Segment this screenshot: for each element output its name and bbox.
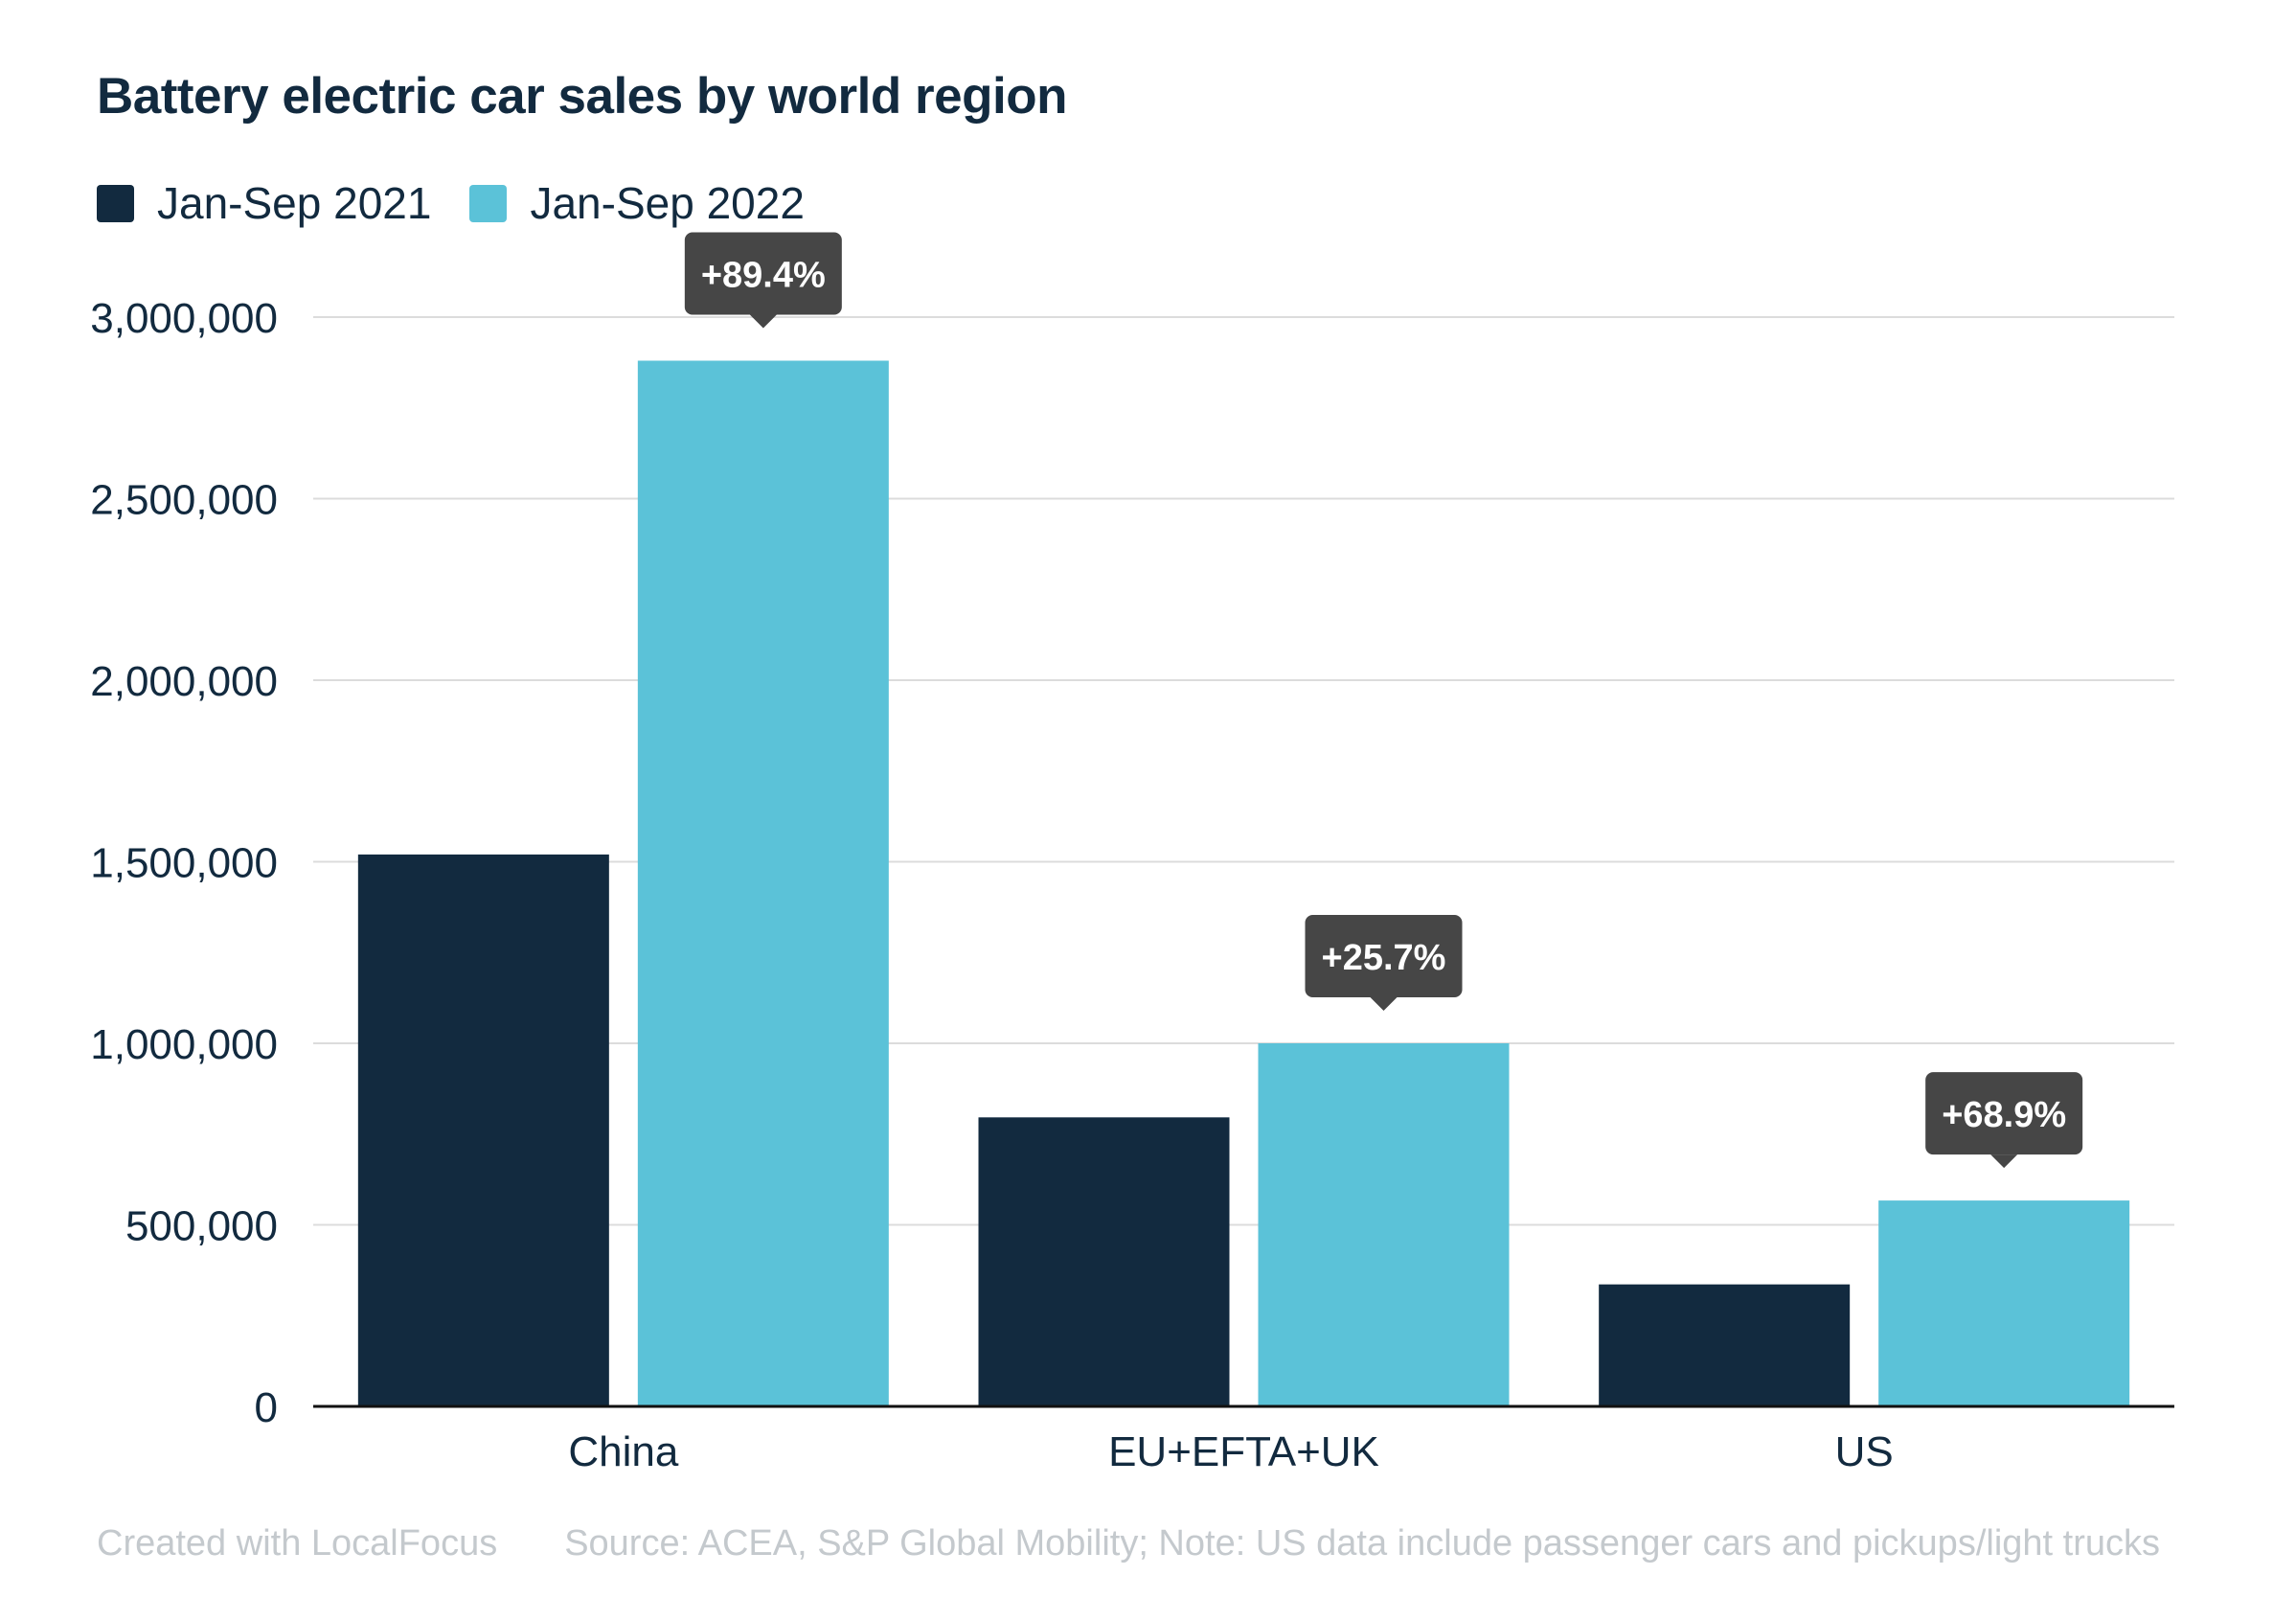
bar-eu-efta-uk-2022[interactable] (1258, 1043, 1510, 1406)
x-tick-label-2: US (1835, 1428, 1894, 1475)
y-tick-label-4: 2,000,000 (90, 658, 278, 705)
legend-swatch-2022 (469, 184, 508, 222)
x-tick-label-0: China (568, 1428, 678, 1475)
legend-label-2022: Jan-Sep 2022 (530, 178, 805, 228)
footer-source: Source: ACEA, S&P Global Mobility; Note:… (564, 1523, 2160, 1564)
bar-china-2022[interactable] (637, 360, 889, 1407)
annotation-box-1 (1305, 915, 1463, 997)
annotation-label-2: +68.9% (1942, 1095, 2066, 1135)
y-tick-label-3: 1,500,000 (90, 840, 278, 887)
y-tick-label-2: 1,000,000 (90, 1021, 278, 1068)
annotation-box-2 (1925, 1072, 2083, 1155)
y-tick-label-6: 3,000,000 (90, 295, 278, 342)
legend-swatch-2021 (97, 184, 134, 222)
legend-item-2022[interactable]: Jan-Sep 2022 (469, 177, 805, 229)
annotation-pointer-0 (749, 314, 777, 329)
footer-credit[interactable]: Created with LocalFocus (97, 1523, 498, 1564)
bar-china-2021[interactable] (357, 854, 609, 1406)
annotation-box-0 (684, 232, 842, 315)
annotation-pointer-1 (1370, 997, 1398, 1011)
y-tick-label-0: 0 (255, 1384, 278, 1431)
bar-us-2021[interactable] (1599, 1284, 1851, 1406)
annotation-label-1: +25.7% (1322, 938, 1446, 978)
chart-title: Battery electric car sales by world regi… (97, 68, 1067, 125)
x-tick-label-1: EU+EFTA+UK (1108, 1428, 1379, 1475)
bar-us-2022[interactable] (1878, 1200, 2130, 1406)
y-tick-label-5: 2,500,000 (90, 477, 278, 524)
legend-item-2021[interactable]: Jan-Sep 2021 (97, 177, 431, 229)
annotation-pointer-2 (1990, 1154, 2018, 1169)
legend: Jan-Sep 2021 Jan-Sep 2022 (97, 177, 843, 229)
annotation-label-0: +89.4% (701, 255, 826, 295)
bar-eu-efta-uk-2021[interactable] (978, 1117, 1230, 1406)
y-tick-label-1: 500,000 (125, 1203, 278, 1250)
legend-label-2021: Jan-Sep 2021 (157, 178, 432, 228)
